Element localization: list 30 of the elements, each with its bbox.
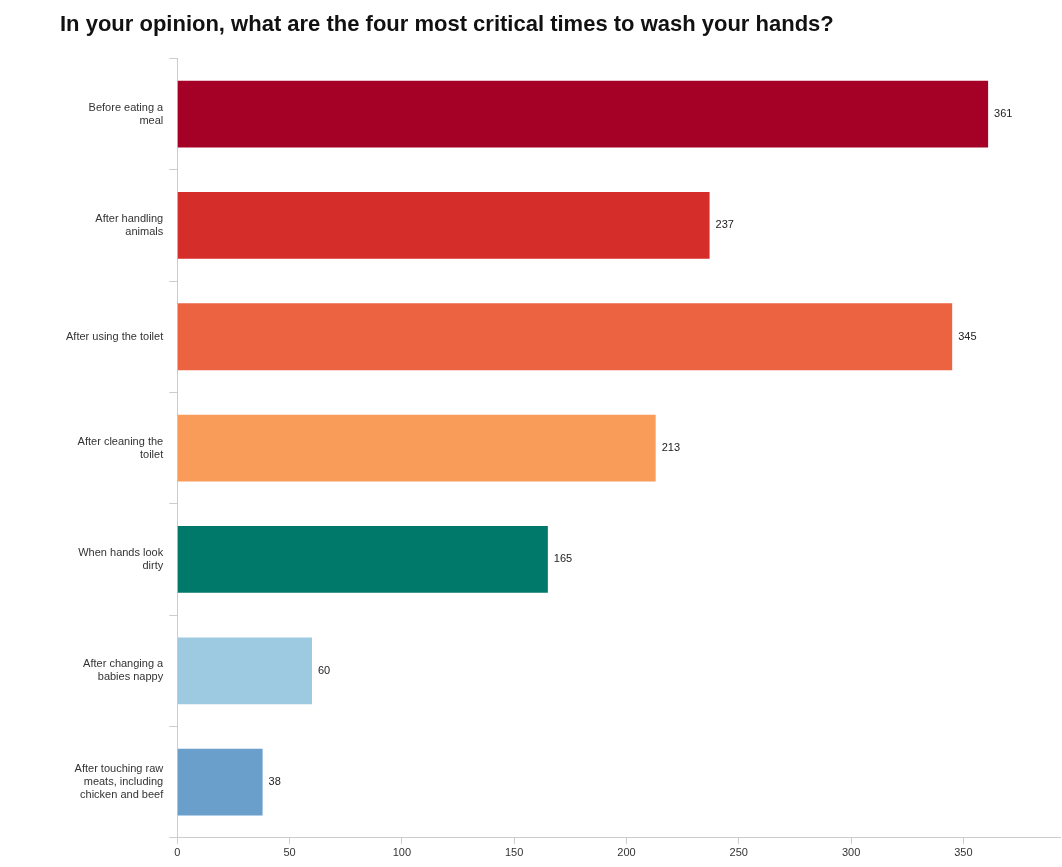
bar [177, 303, 953, 371]
y-tick-label: After handling animals [95, 211, 164, 238]
y-tick-label: After using the toilet [65, 329, 164, 342]
y-tick-label: After changing a babies nappy [83, 657, 165, 683]
y-tick-label: After touching raw meats, including chicken and beef [74, 761, 165, 801]
bar [177, 80, 989, 148]
bar [177, 192, 710, 259]
x-tick-label: 50 [283, 846, 296, 859]
data-label: 165 [553, 552, 573, 565]
bar [177, 748, 263, 816]
bar [177, 414, 656, 482]
chart-title: In your opinion, what are the four most critical times to wash your hands? [60, 11, 834, 37]
bar [177, 637, 312, 705]
x-tick-label: 0 [174, 846, 181, 859]
bar [177, 526, 548, 593]
x-tick-label: 150 [504, 846, 524, 859]
y-tick-label: After cleaning the toilet [77, 434, 164, 460]
y-tick-label: Before eating a meal [88, 100, 165, 126]
y-tick-label: When hands look dirty [78, 545, 164, 572]
data-label: 361 [994, 107, 1013, 120]
data-label: 38 [268, 775, 281, 788]
x-tick-label: 300 [841, 846, 861, 859]
data-label: 237 [715, 218, 734, 231]
data-label: 345 [958, 329, 977, 342]
x-tick-label: 250 [729, 846, 748, 859]
x-tick-label: 350 [954, 846, 973, 859]
x-tick-label: 200 [617, 846, 636, 859]
x-tick-label: 100 [392, 846, 412, 859]
data-label: 60 [318, 663, 331, 676]
data-label: 213 [661, 441, 681, 454]
